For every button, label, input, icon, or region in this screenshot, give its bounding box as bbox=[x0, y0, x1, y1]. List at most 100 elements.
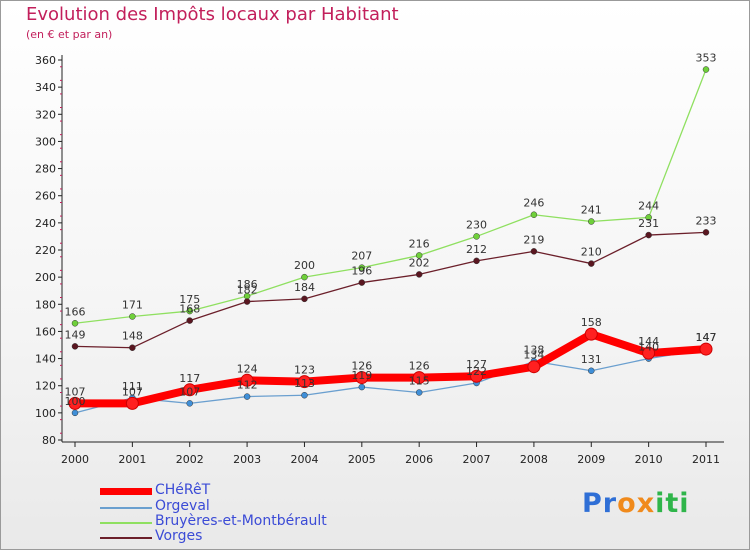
series-line bbox=[71, 330, 710, 408]
data-point bbox=[301, 295, 308, 303]
data-label: 147 bbox=[696, 331, 717, 344]
data-point bbox=[243, 393, 251, 400]
data-label: 123 bbox=[294, 364, 315, 377]
y-tick-label: 220 bbox=[35, 244, 56, 257]
x-tick-label: 2003 bbox=[233, 453, 261, 466]
data-label: 182 bbox=[237, 284, 258, 297]
legend-swatch bbox=[100, 537, 152, 539]
y-tick-label: 120 bbox=[35, 380, 56, 393]
data-label: 134 bbox=[523, 349, 544, 362]
series-line bbox=[74, 348, 707, 414]
data-point bbox=[527, 360, 541, 374]
data-point bbox=[68, 396, 82, 410]
y-tick-label: 160 bbox=[35, 325, 56, 338]
axes: 80 100 120 140 160 180 200 220 240 260 280 300 320 34… bbox=[35, 54, 724, 466]
legend-label: Bruyères-et-Montbérault bbox=[155, 513, 327, 529]
x-tick-label: 2007 bbox=[463, 453, 491, 466]
data-point bbox=[358, 264, 366, 271]
data-point bbox=[358, 383, 366, 391]
data-label: 212 bbox=[466, 243, 487, 256]
series-line bbox=[74, 231, 707, 349]
data-label: 231 bbox=[638, 217, 659, 230]
y-tick-label: 360 bbox=[35, 54, 56, 67]
data-point bbox=[186, 400, 193, 407]
legend-swatch bbox=[100, 522, 152, 524]
data-label: 127 bbox=[466, 358, 487, 371]
y-tick-label: 180 bbox=[35, 298, 56, 311]
data-label: 126 bbox=[409, 360, 430, 373]
y-tick-label: 320 bbox=[35, 108, 56, 121]
y-tick-label: 340 bbox=[35, 81, 56, 94]
data-label: 117 bbox=[179, 372, 200, 385]
data-label: 244 bbox=[638, 199, 659, 212]
data-label: 138 bbox=[523, 343, 544, 356]
data-label: 107 bbox=[122, 385, 143, 398]
proxiti-logo: Proxiti bbox=[582, 488, 690, 519]
y-tick-label: 300 bbox=[35, 135, 56, 148]
logo-letter: i bbox=[655, 488, 666, 519]
data-label: 148 bbox=[122, 330, 143, 343]
logo-letter: P bbox=[582, 488, 603, 519]
data-label: 100 bbox=[65, 395, 86, 408]
data-label: 230 bbox=[466, 218, 487, 231]
data-point bbox=[183, 383, 197, 397]
data-label: 233 bbox=[696, 214, 717, 227]
data-point bbox=[243, 298, 251, 305]
data-point bbox=[71, 320, 79, 327]
data-point bbox=[412, 371, 426, 385]
x-tick-label: 2005 bbox=[348, 453, 376, 466]
legend-label: Vorges bbox=[155, 528, 203, 544]
y-tick-label: 240 bbox=[35, 217, 56, 230]
x-tick-label: 2009 bbox=[577, 453, 605, 466]
data-label: 122 bbox=[466, 365, 487, 378]
data-label: 353 bbox=[696, 52, 717, 65]
logo-letter: r bbox=[602, 488, 618, 519]
data-point bbox=[129, 344, 136, 351]
x-tick-label: 2001 bbox=[118, 453, 146, 466]
data-point bbox=[301, 391, 308, 399]
data-label: 158 bbox=[581, 316, 602, 329]
data-point bbox=[71, 409, 79, 417]
data-label: 168 bbox=[179, 303, 200, 316]
y-tick-label: 260 bbox=[35, 190, 56, 203]
data-point bbox=[71, 343, 79, 350]
data-point bbox=[702, 229, 710, 236]
logo-letter: x bbox=[636, 488, 656, 519]
data-label: 126 bbox=[351, 360, 372, 373]
legend-swatch bbox=[100, 507, 152, 509]
data-point bbox=[415, 271, 423, 278]
x-tick-label: 2004 bbox=[290, 453, 318, 466]
y-tick-label: 200 bbox=[35, 271, 56, 284]
data-point bbox=[645, 214, 652, 221]
data-label: 107 bbox=[179, 385, 200, 398]
data-label: 200 bbox=[294, 259, 315, 272]
data-point bbox=[240, 373, 254, 387]
data-label: 113 bbox=[294, 377, 315, 390]
x-tick-label: 2010 bbox=[635, 453, 663, 466]
data-point bbox=[588, 367, 595, 375]
data-label: 184 bbox=[294, 281, 315, 294]
x-tick-label: 2000 bbox=[61, 453, 89, 466]
data-label: 241 bbox=[581, 204, 602, 217]
data-point bbox=[129, 313, 136, 320]
y-tick-label: 80 bbox=[42, 434, 56, 447]
data-point bbox=[186, 307, 193, 315]
data-point bbox=[186, 317, 193, 324]
x-tick-label: 2011 bbox=[692, 453, 720, 466]
data-label: 202 bbox=[409, 256, 430, 269]
data-point bbox=[702, 66, 710, 73]
x-tick-label: 2002 bbox=[176, 453, 204, 466]
chart-title: Evolution des Impôts locaux par Habitant bbox=[26, 4, 399, 25]
data-point bbox=[125, 396, 139, 410]
data-point bbox=[584, 327, 598, 341]
data-label: 112 bbox=[237, 379, 258, 392]
data-label: 147 bbox=[696, 331, 717, 344]
data-label: 216 bbox=[409, 237, 430, 250]
data-label: 111 bbox=[122, 380, 143, 393]
data-point bbox=[470, 369, 484, 383]
data-point bbox=[645, 231, 652, 239]
data-label: 175 bbox=[179, 293, 200, 306]
data-point bbox=[699, 342, 713, 356]
